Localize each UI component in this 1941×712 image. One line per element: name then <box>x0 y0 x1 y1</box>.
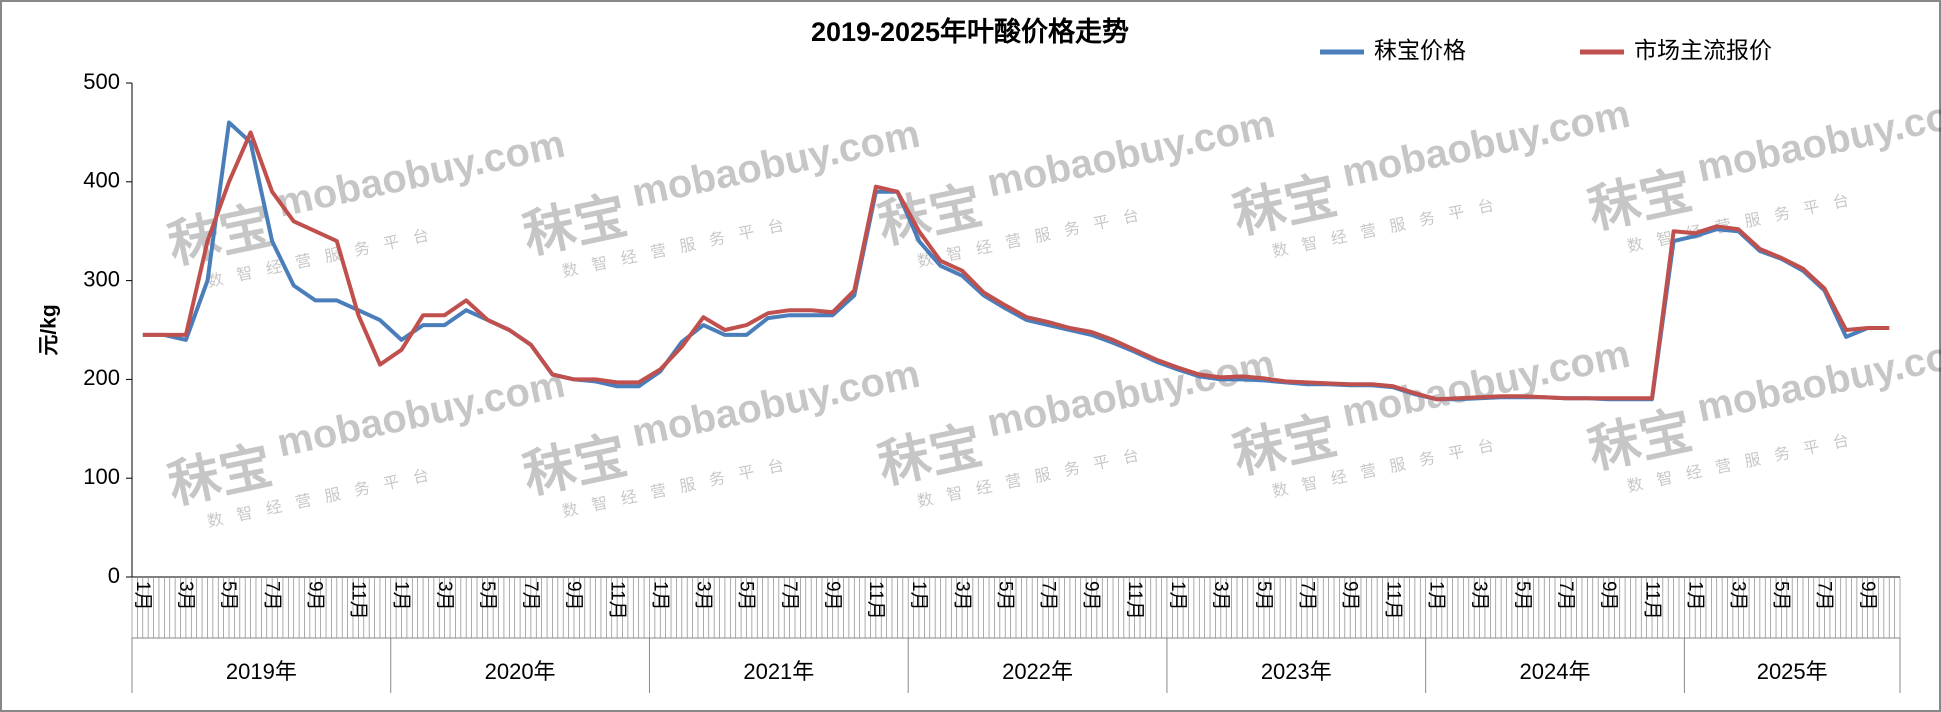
year-label: 2023年 <box>1261 659 1332 684</box>
y-axis-label: 元/kg <box>38 304 61 355</box>
x-tick-label: 9月 <box>1339 581 1360 611</box>
x-tick-label: 5月 <box>736 581 757 611</box>
x-tick-label: 3月 <box>951 581 972 611</box>
x-tick-label: 11月 <box>1124 581 1145 620</box>
y-tick-label: 100 <box>83 464 120 489</box>
series-line <box>142 130 1890 402</box>
x-tick-label: 7月 <box>779 581 800 611</box>
legend-label: 秣宝价格 <box>1374 37 1466 63</box>
chart-title: 2019-2025年叶酸价格走势 <box>811 16 1129 47</box>
x-tick-label: 3月 <box>1210 581 1231 611</box>
year-label: 2019年 <box>226 659 297 684</box>
x-tick-label: 7月 <box>1814 581 1835 611</box>
x-tick-label: 7月 <box>261 581 282 611</box>
x-tick-label: 1月 <box>132 581 153 611</box>
year-label: 2025年 <box>1757 659 1828 684</box>
x-tick-label: 9月 <box>563 581 584 611</box>
x-tick-label: 3月 <box>1727 581 1748 611</box>
x-tick-label: 1月 <box>1167 581 1188 611</box>
x-tick-label: 11月 <box>865 581 886 620</box>
x-tick-label: 3月 <box>693 581 714 611</box>
x-tick-label: 9月 <box>1598 581 1619 611</box>
y-tick-label: 500 <box>83 69 120 94</box>
x-tick-label: 5月 <box>994 581 1015 611</box>
x-tick-label: 3月 <box>175 581 196 611</box>
x-tick-label: 3月 <box>434 581 455 611</box>
year-label: 2022年 <box>1002 659 1073 684</box>
x-tick-label: 9月 <box>822 581 843 611</box>
y-tick-label: 400 <box>83 168 120 193</box>
x-tick-label: 1月 <box>391 581 412 611</box>
year-label: 2020年 <box>485 659 556 684</box>
x-tick-label: 11月 <box>1383 581 1404 620</box>
legend-label: 市场主流报价 <box>1634 37 1772 63</box>
x-tick-label: 11月 <box>606 581 627 620</box>
x-tick-label: 11月 <box>1641 581 1662 620</box>
x-tick-label: 1月 <box>1684 581 1705 611</box>
x-tick-label: 5月 <box>1512 581 1533 611</box>
y-tick-label: 0 <box>108 563 120 588</box>
x-tick-label: 1月 <box>908 581 929 611</box>
year-label: 2021年 <box>743 659 814 684</box>
x-tick-label: 5月 <box>477 581 498 611</box>
x-tick-label: 9月 <box>1857 581 1878 611</box>
y-tick-label: 200 <box>83 365 120 390</box>
x-tick-label: 5月 <box>1771 581 1792 611</box>
x-tick-label: 3月 <box>1469 581 1490 611</box>
x-tick-label: 7月 <box>520 581 541 611</box>
x-tick-label: 7月 <box>1296 581 1317 611</box>
x-tick-label: 1月 <box>1426 581 1447 611</box>
x-tick-label: 11月 <box>348 581 369 620</box>
x-tick-label: 1月 <box>649 581 670 611</box>
x-tick-label: 5月 <box>218 581 239 611</box>
y-tick-label: 300 <box>83 266 120 291</box>
x-tick-label: 7月 <box>1555 581 1576 611</box>
x-tick-label: 7月 <box>1038 581 1059 611</box>
x-tick-label: 5月 <box>1253 581 1274 611</box>
year-label: 2024年 <box>1520 659 1591 684</box>
x-tick-label: 9月 <box>1081 581 1102 611</box>
x-tick-label: 9月 <box>304 581 325 611</box>
